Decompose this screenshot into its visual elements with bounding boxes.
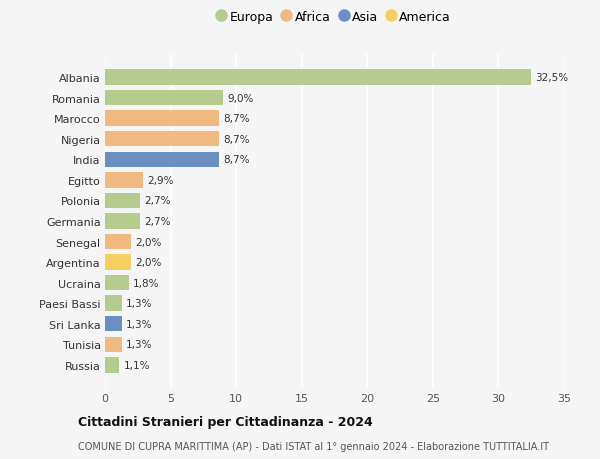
Bar bbox=[105, 337, 122, 352]
Text: 1,3%: 1,3% bbox=[126, 298, 152, 308]
Bar bbox=[105, 255, 131, 270]
Bar bbox=[105, 358, 119, 373]
Text: 32,5%: 32,5% bbox=[535, 73, 568, 83]
Bar bbox=[105, 173, 143, 188]
Bar bbox=[105, 316, 122, 332]
Text: 9,0%: 9,0% bbox=[227, 94, 253, 103]
Text: 2,7%: 2,7% bbox=[145, 196, 171, 206]
Text: 2,9%: 2,9% bbox=[147, 175, 173, 185]
Text: 1,1%: 1,1% bbox=[124, 360, 150, 370]
Bar bbox=[105, 152, 219, 168]
Bar bbox=[105, 234, 131, 250]
Text: 2,7%: 2,7% bbox=[145, 217, 171, 226]
Text: 8,7%: 8,7% bbox=[223, 114, 250, 124]
Bar bbox=[105, 111, 219, 127]
Text: 1,3%: 1,3% bbox=[126, 340, 152, 349]
Text: 1,3%: 1,3% bbox=[126, 319, 152, 329]
Text: COMUNE DI CUPRA MARITTIMA (AP) - Dati ISTAT al 1° gennaio 2024 - Elaborazione TU: COMUNE DI CUPRA MARITTIMA (AP) - Dati IS… bbox=[78, 441, 549, 451]
Bar bbox=[105, 132, 219, 147]
Bar bbox=[105, 296, 122, 311]
Text: Cittadini Stranieri per Cittadinanza - 2024: Cittadini Stranieri per Cittadinanza - 2… bbox=[78, 415, 373, 428]
Text: 8,7%: 8,7% bbox=[223, 134, 250, 145]
Bar bbox=[105, 275, 128, 291]
Legend: Europa, Africa, Asia, America: Europa, Africa, Asia, America bbox=[218, 11, 451, 24]
Bar bbox=[105, 91, 223, 106]
Bar bbox=[105, 193, 140, 209]
Text: 8,7%: 8,7% bbox=[223, 155, 250, 165]
Text: 2,0%: 2,0% bbox=[135, 237, 161, 247]
Bar bbox=[105, 70, 531, 85]
Bar bbox=[105, 214, 140, 229]
Text: 2,0%: 2,0% bbox=[135, 257, 161, 268]
Text: 1,8%: 1,8% bbox=[133, 278, 159, 288]
